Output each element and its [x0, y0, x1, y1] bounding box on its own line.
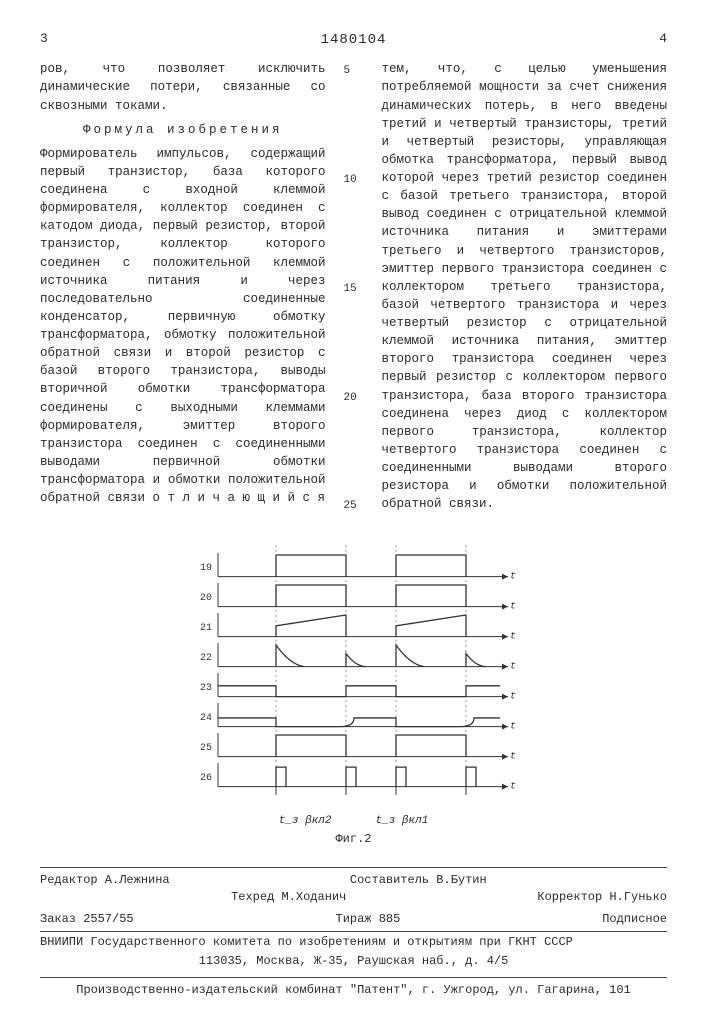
document-number: 1480104	[321, 30, 387, 50]
svg-text:t: t	[510, 662, 516, 673]
svg-text:21: 21	[199, 623, 211, 634]
svg-text:t: t	[510, 722, 516, 733]
imprint-block: Редактор А.Лежнина Составитель В.Бутин Т…	[40, 867, 667, 999]
column-left: ров, что позволяет исключить динамически…	[40, 60, 326, 519]
svg-text:t: t	[510, 782, 516, 793]
editor-credit: Редактор А.Лежнина	[40, 872, 170, 889]
line-number: 20	[344, 391, 364, 407]
line-number: 15	[344, 282, 364, 298]
svg-text:t: t	[510, 632, 516, 643]
line-number-gutter: 5 10 15 20 25	[344, 60, 364, 519]
claims-body-right: тем, что, с целью уменьшения потребляемо…	[382, 60, 668, 513]
compiler-credit: Составитель В.Бутин	[350, 872, 487, 889]
tech-credit: Техред М.Ходанич	[231, 889, 346, 906]
subscription: Подписное	[602, 911, 667, 928]
svg-text:t: t	[510, 752, 516, 763]
svg-text:t: t	[510, 692, 516, 703]
page-num-right: 4	[659, 30, 667, 50]
order-number: Заказ 2557/55	[40, 911, 134, 928]
line-number: 25	[344, 499, 364, 515]
svg-text:26: 26	[199, 773, 211, 784]
claims-body-left: Формирователь импульсов, содержащий перв…	[40, 145, 326, 508]
circulation: Тираж 885	[336, 911, 401, 928]
column-right: тем, что, с целью уменьшения потребляемо…	[382, 60, 668, 519]
page-num-left: 3	[40, 30, 48, 50]
corrector-credit: Корректор Н.Гунько	[537, 889, 667, 906]
svg-text:19: 19	[199, 563, 211, 574]
svg-text:23: 23	[199, 683, 211, 694]
printer-line: Производственно-издательский комбинат "П…	[40, 977, 667, 999]
svg-text:t: t	[510, 602, 516, 613]
figure-svg: 19 t 20 t 21 t 22 t 23 t 24 t 25 t 26 t	[184, 537, 524, 807]
page-header: 3 1480104 4	[40, 30, 667, 50]
timing-label-left: t_з βкл2	[279, 814, 332, 830]
figure-caption: Фиг.2	[184, 831, 524, 848]
org-name: ВНИИПИ Государственного комитета по изоб…	[40, 934, 667, 951]
svg-text:20: 20	[199, 593, 211, 604]
svg-text:24: 24	[199, 713, 211, 724]
timing-diagram: 19 t 20 t 21 t 22 t 23 t 24 t 25 t 26 t t_з βкл2 t_з βк…	[184, 537, 524, 848]
svg-text:25: 25	[199, 743, 211, 754]
line-number: 5	[344, 64, 364, 80]
timing-label-right: t_з βкл1	[376, 814, 429, 830]
svg-text:t: t	[510, 572, 516, 583]
svg-text:22: 22	[199, 653, 211, 664]
claims-heading: Формула изобретения	[40, 121, 326, 139]
intro-text: ров, что позволяет исключить динамически…	[40, 60, 326, 114]
org-address: 113035, Москва, Ж-35, Раушская наб., д. …	[40, 953, 667, 970]
line-number: 10	[344, 173, 364, 189]
